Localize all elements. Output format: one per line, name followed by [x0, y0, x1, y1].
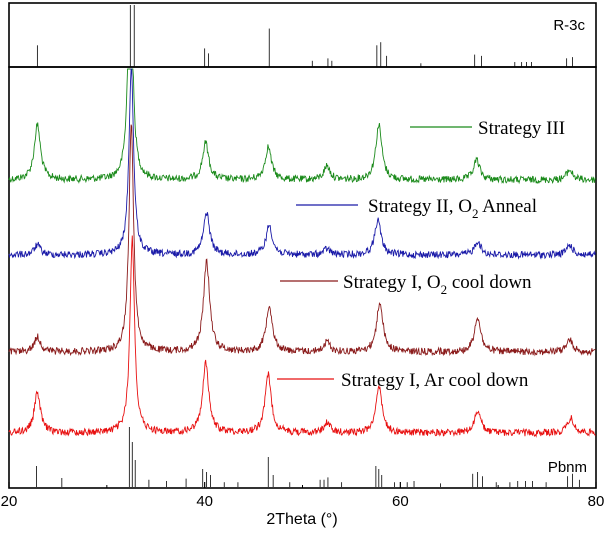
legend-label-strategy-1-o2-main: Strategy I, O [343, 272, 441, 293]
bottom-reference-lines [35, 427, 580, 487]
x-tick-label: 40 [196, 493, 213, 510]
bottom-reference-label: Pbnm [548, 459, 587, 476]
series-lines [8, 68, 596, 438]
legend-label-strategy-1-o2: Strategy I, O2 cool down [343, 272, 532, 297]
legend-label-strategy-1-o2-sub: 2 [441, 282, 448, 297]
x-tick-label: 60 [392, 493, 409, 510]
legend-label-strategy-2-suffix: Anneal [478, 196, 537, 217]
legend-label-strategy-1-ar: Strategy I, Ar cool down [341, 370, 529, 391]
x-axis: 20 40 60 80 [1, 482, 605, 510]
x-axis-title: 2Theta (°) [266, 511, 337, 528]
top-reference-panel-frame [8, 2, 597, 68]
x-tick-label: 80 [588, 493, 605, 510]
series-line-strategy-3 [8, 68, 596, 185]
legend-label-strategy-3: Strategy III [478, 118, 565, 139]
series-line-strategy-2 [8, 68, 596, 260]
legend-label-strategy-2: Strategy II, O2 Anneal [368, 196, 537, 221]
top-reference-label: R-3c [553, 17, 585, 34]
legend-label-strategy-1-o2-suffix: cool down [447, 272, 532, 293]
x-tick-label: 20 [1, 493, 18, 510]
top-reference-lines [36, 5, 573, 67]
legend: Strategy III Strategy II, O2 Anneal Stra… [277, 118, 565, 391]
series-line-strategy-1-ar [8, 235, 596, 438]
series-line-strategy-1-o2 [8, 124, 596, 357]
legend-label-strategy-2-sub: 2 [472, 206, 479, 221]
legend-label-strategy-2-main: Strategy II, O [368, 196, 472, 217]
